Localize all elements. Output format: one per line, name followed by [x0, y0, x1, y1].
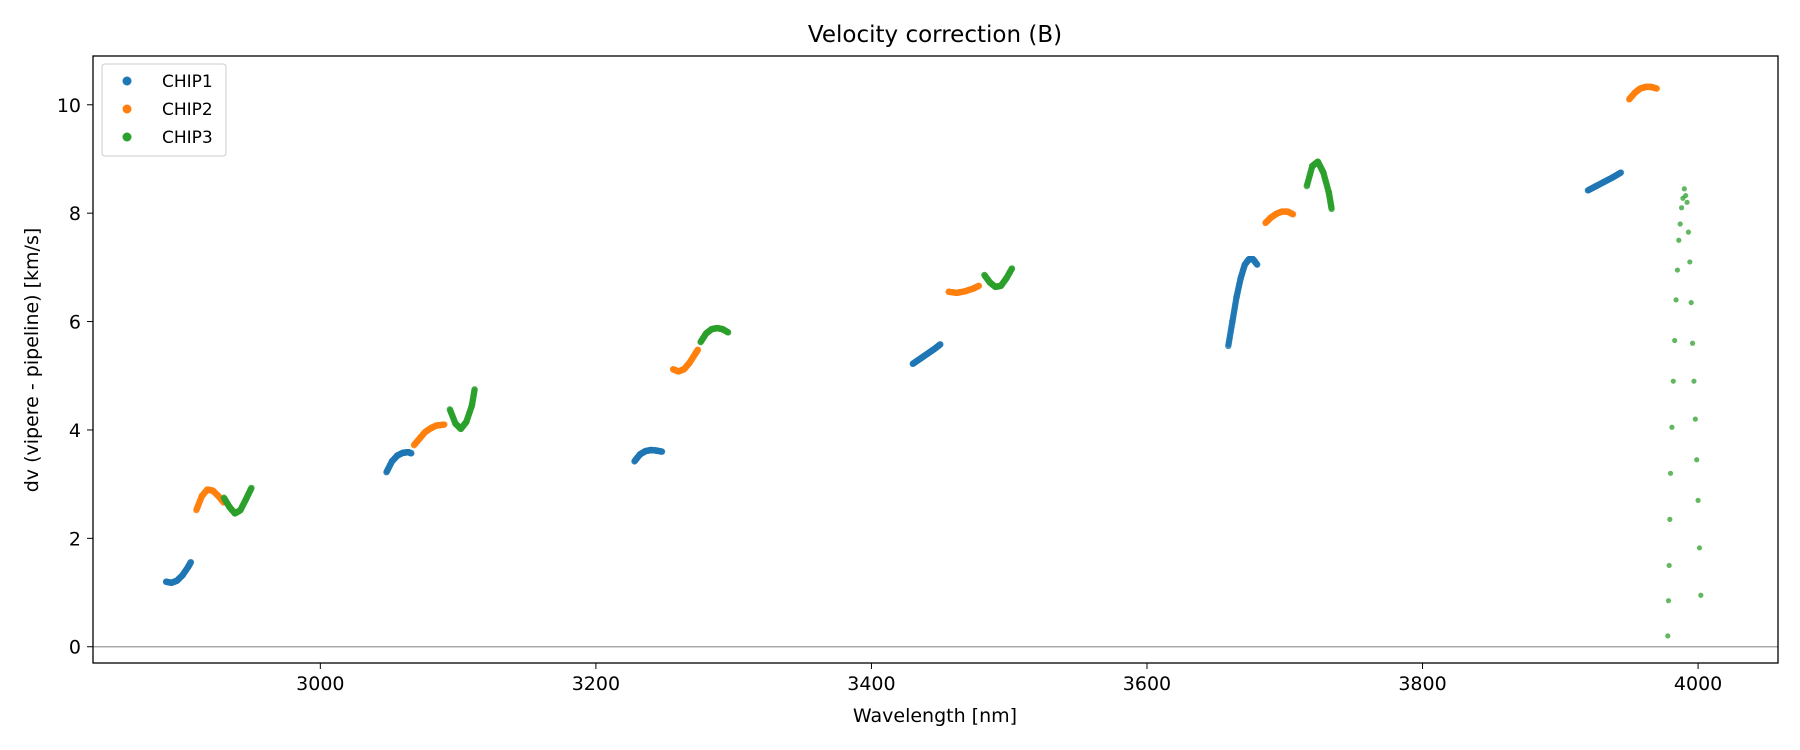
x-tick-label: 3600	[1123, 673, 1171, 695]
legend-label-chip1: CHIP1	[162, 72, 213, 92]
legend: CHIP1 CHIP2 CHIP3	[101, 63, 227, 157]
x-tick-label: 3800	[1398, 673, 1446, 695]
y-axis-ticks: 0 2 4 6 8 10	[57, 95, 93, 659]
y-tick-label: 4	[69, 420, 81, 442]
data-point-chip3	[1678, 205, 1685, 211]
data-point-chip3	[1688, 299, 1694, 306]
data-point-chip2	[1653, 85, 1660, 92]
data-point-chip3	[1677, 221, 1683, 227]
data-point-chip3	[1689, 340, 1696, 346]
data-point-chip3	[1674, 267, 1681, 273]
data-point-chip3	[1685, 229, 1692, 235]
data-point-chip1	[1254, 261, 1261, 268]
data-point-chip2	[1289, 211, 1297, 218]
data-point-chip3	[1666, 562, 1672, 569]
data-point-chip3	[248, 484, 255, 492]
y-tick-label: 8	[69, 203, 81, 225]
data-point-chip3	[1673, 297, 1679, 303]
plot-frame	[92, 55, 1779, 664]
y-tick-label: 2	[69, 528, 81, 550]
data-points	[162, 83, 1704, 639]
data-point-chip3	[1328, 205, 1335, 213]
x-axis-ticks: 3000 3200 3400 3600 3800 4000	[296, 663, 1722, 695]
x-tick-label: 4000	[1674, 673, 1722, 695]
data-point-chip1	[1617, 169, 1625, 176]
legend-marker-chip1	[122, 76, 132, 86]
data-point-chip1	[937, 341, 944, 348]
data-point-chip2	[975, 282, 983, 289]
data-point-chip2	[441, 421, 448, 428]
data-point-chip3	[1665, 598, 1672, 604]
legend-marker-chip2	[122, 104, 132, 114]
data-point-chip3	[724, 329, 732, 336]
y-tick-label: 6	[69, 312, 81, 334]
y-tick-label: 10	[57, 95, 81, 117]
data-point-chip2	[694, 346, 702, 353]
legend-label-chip2: CHIP2	[162, 100, 213, 120]
legend-label-chip3: CHIP3	[162, 128, 213, 148]
data-point-chip3	[1692, 416, 1698, 422]
data-point-chip3	[471, 386, 478, 393]
data-point-chip1	[658, 448, 666, 455]
data-point-chip1	[408, 450, 415, 457]
data-point-chip3	[1667, 516, 1673, 522]
data-point-chip3	[1691, 378, 1697, 384]
data-point-chip3	[1696, 545, 1703, 551]
data-point-chip3	[1695, 497, 1701, 504]
data-point-chip3	[1676, 237, 1682, 243]
data-point-chip3	[1669, 424, 1675, 430]
x-tick-label: 3200	[572, 673, 620, 695]
y-tick-label: 0	[69, 637, 81, 659]
x-tick-label: 3400	[847, 673, 895, 695]
legend-marker-chip3	[122, 132, 132, 142]
data-point-chip3	[1694, 457, 1700, 463]
data-point-chip1	[187, 558, 195, 566]
data-point-chip3	[1687, 259, 1693, 265]
x-tick-label: 3000	[296, 673, 344, 695]
y-axis-title: dv (vipere - pipeline) [km/s]	[21, 228, 43, 493]
data-point-chip3	[1698, 592, 1704, 598]
data-point-chip3	[1683, 192, 1689, 199]
data-point-chip3	[1672, 337, 1678, 344]
data-point-chip3	[1681, 186, 1687, 192]
data-point-chip3	[1008, 265, 1016, 272]
x-axis-title: Wavelength [nm]	[853, 705, 1017, 727]
data-point-chip3	[1665, 633, 1671, 639]
chart-title: Velocity correction (B)	[808, 22, 1062, 48]
data-point-chip3	[1670, 378, 1676, 384]
legend-box	[101, 63, 227, 157]
data-point-chip3	[1667, 470, 1674, 476]
data-point-chip3	[1684, 199, 1690, 205]
